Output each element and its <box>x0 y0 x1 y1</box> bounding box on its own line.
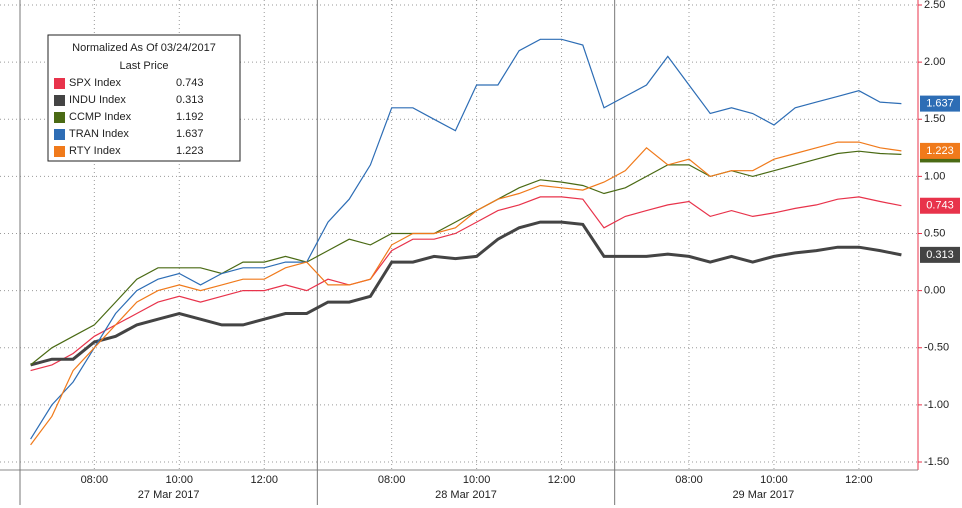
y-tick-label: -1.00 <box>924 399 949 411</box>
x-group-label: 27 Mar 2017 <box>138 489 200 501</box>
last-price-label: 1.637 <box>926 98 954 110</box>
y-tick-label: 0.00 <box>924 285 945 297</box>
legend-swatch <box>54 129 65 140</box>
y-tick-label: 1.50 <box>924 113 945 125</box>
legend-title: Normalized As Of 03/24/2017 <box>72 42 216 54</box>
legend-value: 1.192 <box>176 111 204 123</box>
legend-value: 0.313 <box>176 94 204 106</box>
x-tick-label: 10:00 <box>760 474 788 486</box>
y-tick-label: -0.50 <box>924 342 949 354</box>
series-line <box>30 150 902 366</box>
legend-value: 1.637 <box>176 128 204 140</box>
x-tick-label: 12:00 <box>845 474 873 486</box>
y-tick-label: 0.50 <box>924 227 945 239</box>
last-price-tag <box>920 142 960 159</box>
y-tick-label: -1.50 <box>924 456 949 468</box>
x-tick-label: 08:00 <box>378 474 406 486</box>
legend-value: 1.223 <box>176 145 204 157</box>
x-group-label: 29 Mar 2017 <box>732 489 794 501</box>
last-price-label: 1.223 <box>926 145 954 157</box>
legend-subtitle: Last Price <box>120 60 169 72</box>
legend-label: CCMP Index <box>69 111 132 123</box>
y-tick-label: 2.00 <box>924 56 945 68</box>
last-price-tag <box>920 246 960 263</box>
legend-swatch <box>54 95 65 106</box>
legend-value: 0.743 <box>176 77 204 89</box>
x-tick-label: 12:00 <box>548 474 576 486</box>
legend-label: SPX Index <box>69 77 121 89</box>
last-price-tag <box>920 197 960 214</box>
series-line <box>30 220 902 367</box>
y-tick-label: 1.00 <box>924 170 945 182</box>
legend-swatch <box>54 146 65 157</box>
legend-swatch <box>54 112 65 123</box>
last-price-label: 0.743 <box>926 200 954 212</box>
legend-swatch <box>54 78 65 89</box>
legend-label: RTY Index <box>69 145 121 157</box>
y-tick-label: 2.50 <box>924 0 945 11</box>
legend: Normalized As Of 03/24/2017 Last Price SPX… <box>47 34 241 162</box>
x-tick-label: 10:00 <box>463 474 491 486</box>
legend-label: INDU Index <box>69 94 126 106</box>
last-price-tag <box>920 95 960 112</box>
legend-box <box>47 34 241 162</box>
series-line <box>30 141 902 446</box>
series-line <box>30 196 902 372</box>
x-tick-label: 08:00 <box>675 474 703 486</box>
x-tick-label: 08:00 <box>81 474 109 486</box>
x-tick-label: 12:00 <box>250 474 278 486</box>
last-price-label: 0.313 <box>926 249 954 261</box>
x-tick-label: 10:00 <box>166 474 194 486</box>
x-group-label: 28 Mar 2017 <box>435 489 497 501</box>
legend-label: TRAN Index <box>69 128 129 140</box>
series-line <box>30 38 902 440</box>
